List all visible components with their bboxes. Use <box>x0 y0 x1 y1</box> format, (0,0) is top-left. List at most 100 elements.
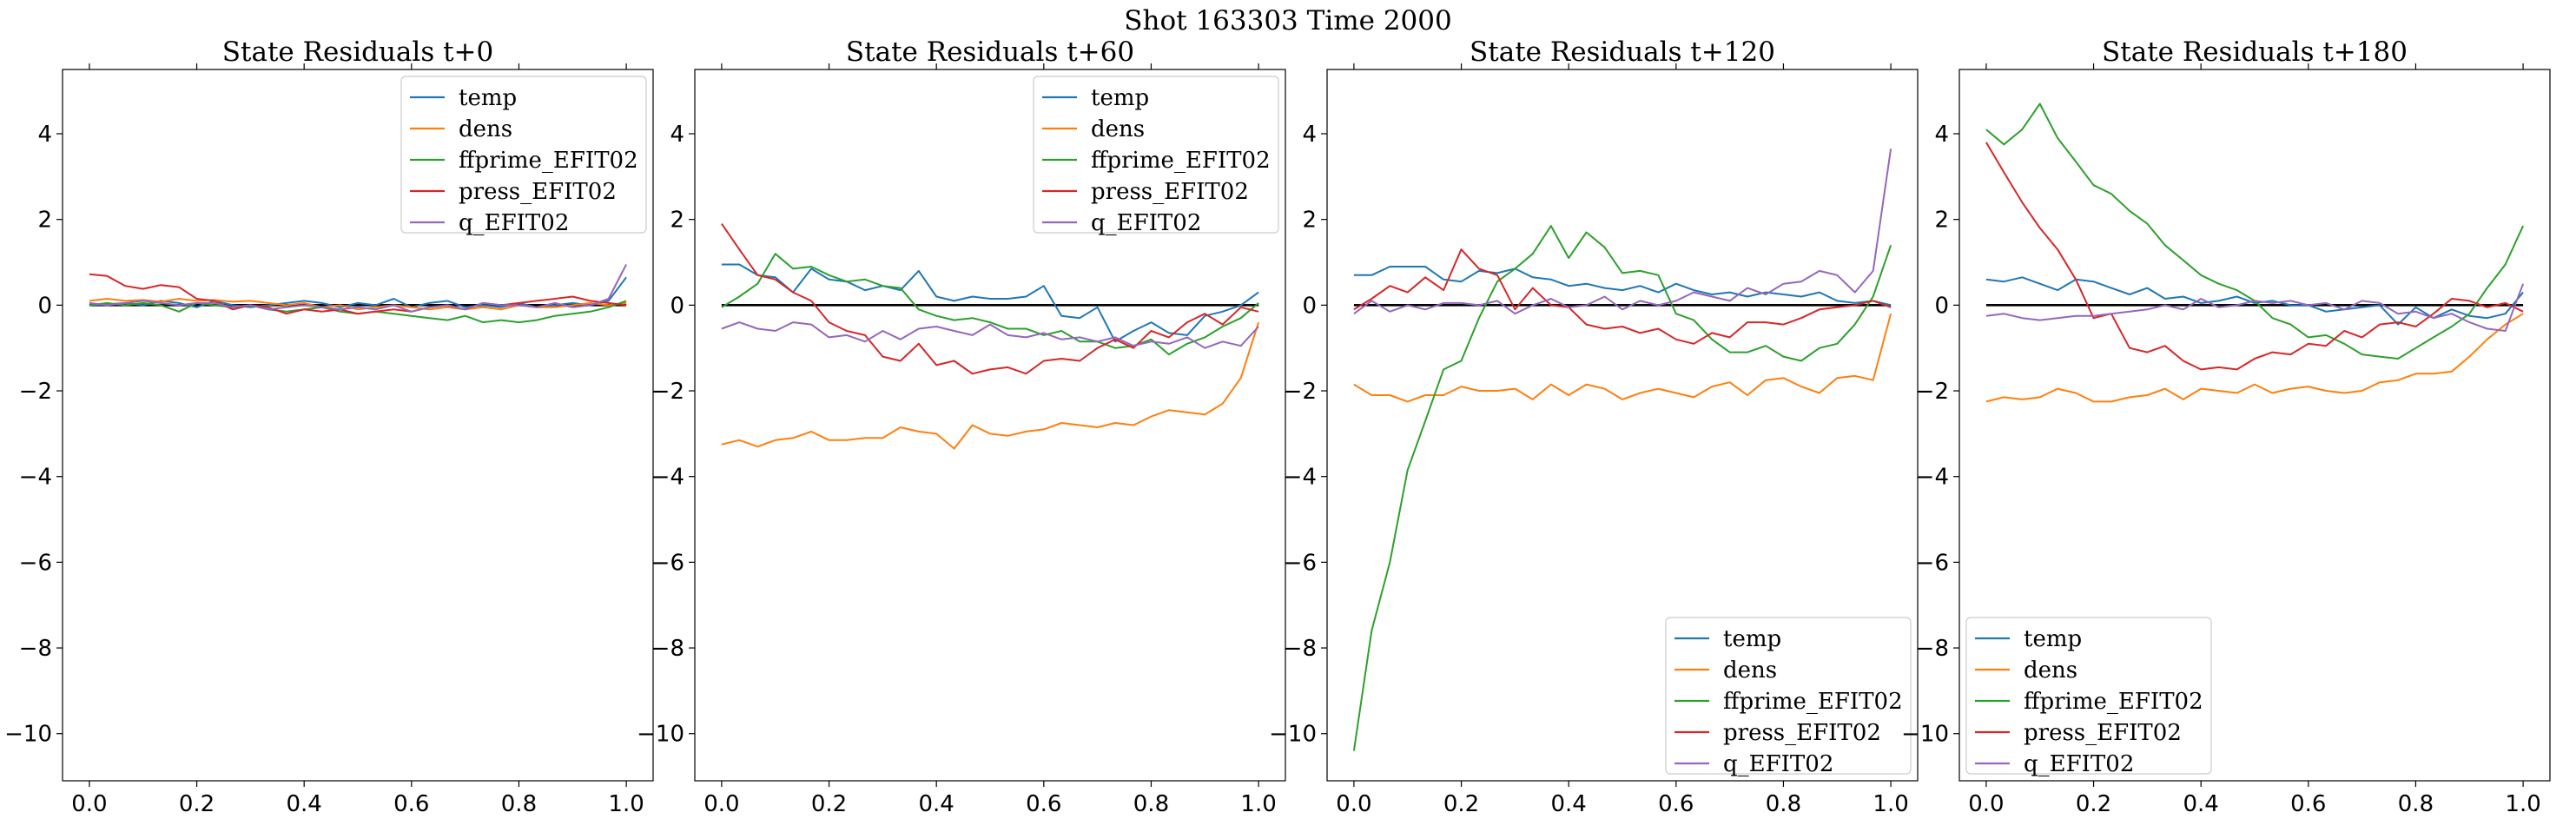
x-tick-label: 0.4 <box>287 791 322 817</box>
legend-label-press_EFIT02: press_EFIT02 <box>1723 720 1881 746</box>
legend-label-ffprime_EFIT02: ffprime_EFIT02 <box>1723 689 1903 715</box>
series-line-q_EFIT02 <box>721 321 1259 349</box>
y-tick-label: 2 <box>1302 208 1317 234</box>
series-line-dens <box>1985 313 2524 403</box>
series-line-ffprime_EFIT02 <box>721 253 1259 356</box>
x-tick-label: 1.0 <box>608 791 644 817</box>
y-tick-label: 0 <box>670 293 684 319</box>
x-tick-label: 0.6 <box>393 791 429 817</box>
legend-label-press_EFIT02: press_EFIT02 <box>2024 720 2182 746</box>
y-tick-label: 0 <box>1934 293 1949 319</box>
y-tick-label: −6 <box>1284 550 1317 576</box>
axes-frame <box>62 69 654 782</box>
x-tick-label: 1.0 <box>1873 791 1908 817</box>
legend-label-q_EFIT02: q_EFIT02 <box>459 210 569 236</box>
legend-label-temp: temp <box>2024 626 2082 652</box>
y-tick-label: 0 <box>1302 293 1317 319</box>
legend-label-dens: dens <box>2024 657 2077 684</box>
subplot-title: State Residuals t+120 <box>1470 36 1775 68</box>
y-tick-label: −2 <box>1916 379 1949 405</box>
axes-frame <box>1326 69 1919 782</box>
y-tick-label: 0 <box>37 293 52 319</box>
x-tick-label: 0.2 <box>811 791 847 817</box>
x-tick-label: 0.0 <box>703 791 739 817</box>
x-tick-label: 0.0 <box>1968 791 2004 817</box>
x-tick-label: 0.8 <box>2398 791 2434 817</box>
y-tick-label: −8 <box>651 636 684 662</box>
legend-box <box>1965 617 2212 775</box>
subplot-title: State Residuals t+0 <box>222 36 493 68</box>
series-line-press_EFIT02 <box>721 223 1259 375</box>
x-tick-label: 0.2 <box>2076 791 2111 817</box>
y-tick-label: −6 <box>651 550 684 576</box>
legend-label-ffprime_EFIT02: ffprime_EFIT02 <box>2024 689 2203 715</box>
x-tick-label: 0.6 <box>1026 791 1061 817</box>
y-tick-label: −6 <box>19 550 52 576</box>
series-line-q_EFIT02 <box>89 264 627 313</box>
y-tick-label: 2 <box>1934 208 1949 234</box>
y-tick-label: −8 <box>1284 636 1317 662</box>
x-tick-label: 0.6 <box>2290 791 2326 817</box>
legend-label-ffprime_EFIT02: ffprime_EFIT02 <box>1091 148 1271 174</box>
y-tick-label: −4 <box>1916 465 1949 491</box>
y-tick-label: −10 <box>4 722 52 748</box>
subplot-3: State Residuals t+180 0.0 0.2 0.4 0.6 0.8 1.0 4… <box>1901 36 2551 817</box>
series-line-q_EFIT02 <box>1353 149 1892 315</box>
figure-suptitle: Shot 163303 Time 2000 <box>1124 5 1451 36</box>
legend-label-dens: dens <box>459 116 512 142</box>
legend-label-temp: temp <box>1091 85 1149 111</box>
y-tick-label: −2 <box>19 379 52 405</box>
x-tick-label: 0.0 <box>1336 791 1371 817</box>
series-line-press_EFIT02 <box>1353 248 1892 345</box>
legend-label-temp: temp <box>459 85 517 111</box>
y-tick-label: −4 <box>651 465 684 491</box>
series-line-press_EFIT02 <box>89 273 627 315</box>
x-tick-label: 0.0 <box>71 791 107 817</box>
series-line-dens <box>721 321 1260 450</box>
y-tick-label: −10 <box>1269 722 1317 748</box>
y-tick-label: −4 <box>19 465 52 491</box>
x-tick-label: 1.0 <box>2505 791 2540 817</box>
x-tick-label: 0.6 <box>1658 791 1694 817</box>
x-tick-label: 0.8 <box>1766 791 1801 817</box>
legend: temp dens ffprime_EFIT02 press_EFIT02 q_EFIT… <box>1033 76 1279 236</box>
legend-label-ffprime_EFIT02: ffprime_EFIT02 <box>459 148 638 174</box>
legend: temp dens ffprime_EFIT02 press_EFIT02 q_EFIT… <box>1665 617 1912 777</box>
series-line-ffprime_EFIT02 <box>1352 225 1892 751</box>
y-tick-label: 2 <box>37 208 52 234</box>
y-tick-label: −10 <box>1901 722 1949 748</box>
series-line-temp <box>1353 266 1892 307</box>
subplot-2: State Residuals t+120 0.0 0.2 0.4 0.6 0.8 1.0 4… <box>1269 36 1919 817</box>
y-tick-label: 4 <box>37 122 52 148</box>
x-tick-label: 0.2 <box>1443 791 1479 817</box>
x-tick-label: 0.4 <box>2183 791 2219 817</box>
x-tick-label: 0.8 <box>501 791 537 817</box>
axes-frame <box>1958 69 2551 782</box>
subplot-0: State Residuals t+0 0.0 0.2 0.4 0.6 0.8 1.0 4 2 0… <box>4 36 654 817</box>
series-line-press_EFIT02 <box>1985 142 2524 371</box>
y-tick-label: −8 <box>19 636 52 662</box>
x-tick-label: 0.8 <box>1133 791 1169 817</box>
legend-label-q_EFIT02: q_EFIT02 <box>1723 751 1833 777</box>
legend-box <box>1033 76 1279 234</box>
subplot-1: State Residuals t+60 0.0 0.2 0.4 0.6 0.8 1.0 4 2… <box>637 36 1286 817</box>
x-tick-label: 0.2 <box>179 791 215 817</box>
y-tick-label: 4 <box>1934 122 1949 148</box>
y-tick-label: −6 <box>1916 550 1949 576</box>
subplot-title: State Residuals t+60 <box>846 36 1134 68</box>
series-line-q_EFIT02 <box>1985 283 2525 332</box>
y-tick-label: −2 <box>651 379 684 405</box>
y-tick-label: 4 <box>670 122 684 148</box>
legend-label-dens: dens <box>1723 657 1777 684</box>
y-tick-label: −10 <box>637 722 684 748</box>
y-tick-label: −4 <box>1284 465 1317 491</box>
x-tick-label: 1.0 <box>1240 791 1276 817</box>
legend-label-press_EFIT02: press_EFIT02 <box>459 179 617 205</box>
legend-box <box>1665 617 1912 775</box>
series-line-dens <box>1353 313 1892 403</box>
series-line-temp <box>721 263 1259 343</box>
y-tick-label: −8 <box>1916 636 1949 662</box>
y-tick-label: 4 <box>1302 122 1317 148</box>
axes-frame <box>694 69 1286 782</box>
legend-label-temp: temp <box>1723 626 1781 652</box>
